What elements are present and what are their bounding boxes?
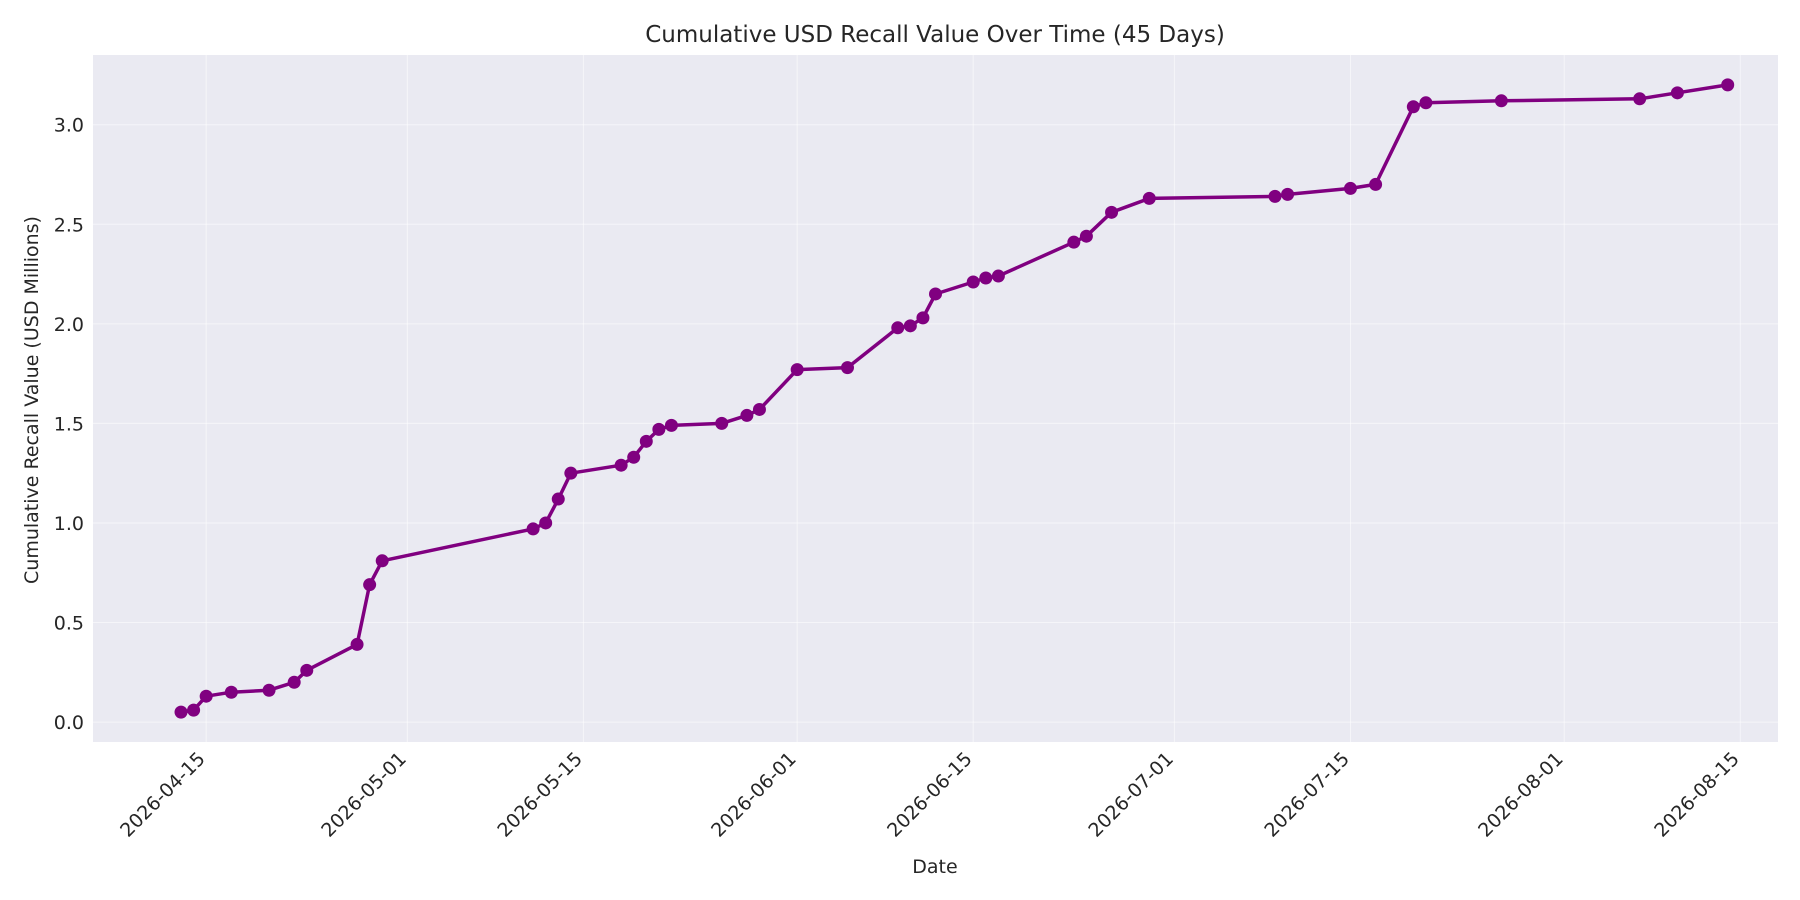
y-tick-label: 1.0	[54, 513, 84, 535]
data-point	[891, 321, 905, 335]
y-tick-label: 2.0	[54, 314, 84, 336]
data-point	[715, 416, 729, 430]
data-point	[1721, 78, 1735, 92]
data-point	[627, 450, 641, 464]
data-point	[174, 705, 188, 719]
data-point	[1419, 96, 1433, 110]
chart-title: Cumulative USD Recall Value Over Time (4…	[645, 22, 1225, 48]
data-point	[639, 434, 653, 448]
data-point	[1067, 235, 1081, 249]
data-point	[375, 554, 389, 568]
data-point	[1494, 94, 1508, 108]
data-point	[1079, 229, 1093, 243]
data-point	[564, 466, 578, 480]
data-point	[1281, 187, 1295, 201]
y-tick-label: 3.0	[54, 115, 84, 137]
data-point	[1268, 189, 1282, 203]
data-point	[187, 703, 201, 717]
plot-area	[93, 55, 1778, 742]
data-point	[551, 492, 565, 506]
data-point	[287, 675, 301, 689]
data-point	[1343, 181, 1357, 195]
data-point	[1670, 86, 1684, 100]
data-point	[1142, 191, 1156, 205]
data-point	[903, 319, 917, 333]
data-point	[979, 271, 993, 285]
y-tick-label: 0.0	[54, 712, 84, 734]
y-tick-label: 1.5	[54, 413, 84, 435]
data-point	[752, 402, 766, 416]
y-tick-label: 0.5	[54, 613, 84, 635]
data-point	[614, 458, 628, 472]
data-point	[1406, 100, 1420, 114]
data-point	[929, 287, 942, 301]
data-point	[300, 663, 314, 677]
data-point	[916, 311, 930, 325]
data-point	[1369, 177, 1383, 191]
data-point	[526, 522, 540, 536]
data-point	[262, 683, 276, 697]
series-layer	[174, 78, 1735, 719]
data-point	[1105, 205, 1119, 219]
data-point	[652, 422, 666, 436]
data-point	[199, 689, 213, 703]
data-point	[363, 578, 377, 592]
data-point	[966, 275, 980, 289]
data-point	[991, 269, 1005, 283]
y-axis-label: Cumulative Recall Value (USD Millions)	[21, 216, 43, 584]
data-point	[790, 363, 804, 377]
grid-lines	[93, 55, 1778, 742]
data-point	[539, 516, 553, 530]
x-axis-label: Date	[912, 856, 957, 878]
data-point	[740, 408, 754, 422]
data-point	[224, 685, 238, 699]
y-tick-label: 2.5	[54, 214, 84, 236]
data-point	[840, 361, 854, 375]
data-point	[1633, 92, 1647, 106]
data-point	[350, 637, 364, 651]
data-point	[664, 418, 678, 432]
